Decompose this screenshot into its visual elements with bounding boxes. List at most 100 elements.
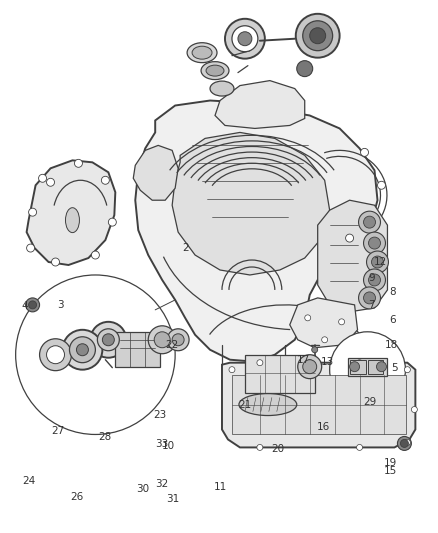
Circle shape xyxy=(92,251,99,259)
Text: 19: 19 xyxy=(384,458,397,469)
Circle shape xyxy=(330,332,406,408)
Circle shape xyxy=(97,329,119,351)
Polygon shape xyxy=(133,146,178,200)
Text: 28: 28 xyxy=(99,432,112,442)
Text: 29: 29 xyxy=(363,397,376,407)
Circle shape xyxy=(350,362,360,372)
Circle shape xyxy=(257,360,263,366)
Circle shape xyxy=(321,337,328,343)
Text: 21: 21 xyxy=(238,400,251,409)
Circle shape xyxy=(364,216,375,228)
Circle shape xyxy=(364,292,375,304)
Text: 16: 16 xyxy=(317,423,330,432)
Bar xyxy=(367,360,384,374)
Circle shape xyxy=(411,407,417,413)
Circle shape xyxy=(397,437,411,450)
Bar xyxy=(350,360,366,374)
Text: 27: 27 xyxy=(51,426,64,437)
Text: 3: 3 xyxy=(57,300,64,310)
Circle shape xyxy=(359,211,381,233)
Polygon shape xyxy=(318,200,388,312)
Circle shape xyxy=(232,26,258,52)
Ellipse shape xyxy=(192,46,212,59)
Circle shape xyxy=(404,439,410,446)
Text: 20: 20 xyxy=(271,445,284,455)
Text: 8: 8 xyxy=(389,287,396,297)
Circle shape xyxy=(52,258,60,266)
Polygon shape xyxy=(290,298,357,348)
Bar xyxy=(232,375,406,434)
Text: 17: 17 xyxy=(297,354,311,365)
Circle shape xyxy=(357,360,363,366)
Circle shape xyxy=(400,439,408,447)
Circle shape xyxy=(298,355,321,378)
Text: 31: 31 xyxy=(166,494,180,504)
Circle shape xyxy=(167,329,189,351)
Circle shape xyxy=(377,362,386,372)
Circle shape xyxy=(307,360,313,366)
Circle shape xyxy=(257,445,263,450)
Circle shape xyxy=(74,159,82,167)
Text: 23: 23 xyxy=(154,409,167,419)
Text: 10: 10 xyxy=(162,441,175,451)
Circle shape xyxy=(359,287,381,309)
Ellipse shape xyxy=(210,81,234,96)
Circle shape xyxy=(339,319,345,325)
Polygon shape xyxy=(172,132,330,275)
Text: 18: 18 xyxy=(385,340,398,350)
Circle shape xyxy=(46,178,54,186)
Circle shape xyxy=(102,334,114,346)
Circle shape xyxy=(148,326,176,354)
Circle shape xyxy=(39,174,46,182)
Polygon shape xyxy=(215,80,305,128)
Bar xyxy=(245,355,314,393)
Text: 12: 12 xyxy=(374,257,387,267)
Text: 15: 15 xyxy=(384,466,397,477)
Circle shape xyxy=(154,332,170,348)
Circle shape xyxy=(305,315,311,321)
Text: 6: 6 xyxy=(389,315,396,325)
Circle shape xyxy=(371,214,378,222)
Text: 9: 9 xyxy=(368,273,375,283)
Text: 32: 32 xyxy=(155,479,169,489)
Circle shape xyxy=(90,322,126,358)
Circle shape xyxy=(368,274,381,286)
Circle shape xyxy=(297,61,313,77)
Circle shape xyxy=(360,148,368,156)
Text: 22: 22 xyxy=(166,340,179,350)
Circle shape xyxy=(303,21,332,51)
Circle shape xyxy=(371,256,384,268)
Circle shape xyxy=(172,334,184,346)
Ellipse shape xyxy=(187,43,217,63)
Circle shape xyxy=(296,14,339,58)
Circle shape xyxy=(225,19,265,59)
Ellipse shape xyxy=(66,208,79,232)
Text: 26: 26 xyxy=(70,492,83,502)
Ellipse shape xyxy=(201,62,229,79)
Circle shape xyxy=(378,181,385,189)
Circle shape xyxy=(364,232,385,254)
Text: 30: 30 xyxy=(136,484,149,494)
Polygon shape xyxy=(222,362,415,447)
Circle shape xyxy=(77,344,88,356)
Circle shape xyxy=(39,339,71,370)
Text: 4: 4 xyxy=(21,301,28,311)
Circle shape xyxy=(70,337,95,362)
Polygon shape xyxy=(135,101,378,362)
Text: 33: 33 xyxy=(155,439,169,449)
Polygon shape xyxy=(27,160,115,265)
Circle shape xyxy=(229,367,235,373)
Circle shape xyxy=(101,176,110,184)
Circle shape xyxy=(108,218,117,226)
Text: 2: 2 xyxy=(182,243,188,253)
Circle shape xyxy=(357,445,363,450)
Text: 11: 11 xyxy=(213,482,226,492)
Circle shape xyxy=(312,347,318,353)
Circle shape xyxy=(404,367,410,373)
Text: 5: 5 xyxy=(391,362,398,373)
Circle shape xyxy=(28,301,37,309)
Ellipse shape xyxy=(239,393,297,416)
Circle shape xyxy=(27,244,35,252)
Circle shape xyxy=(346,234,353,242)
Text: 24: 24 xyxy=(22,477,35,486)
